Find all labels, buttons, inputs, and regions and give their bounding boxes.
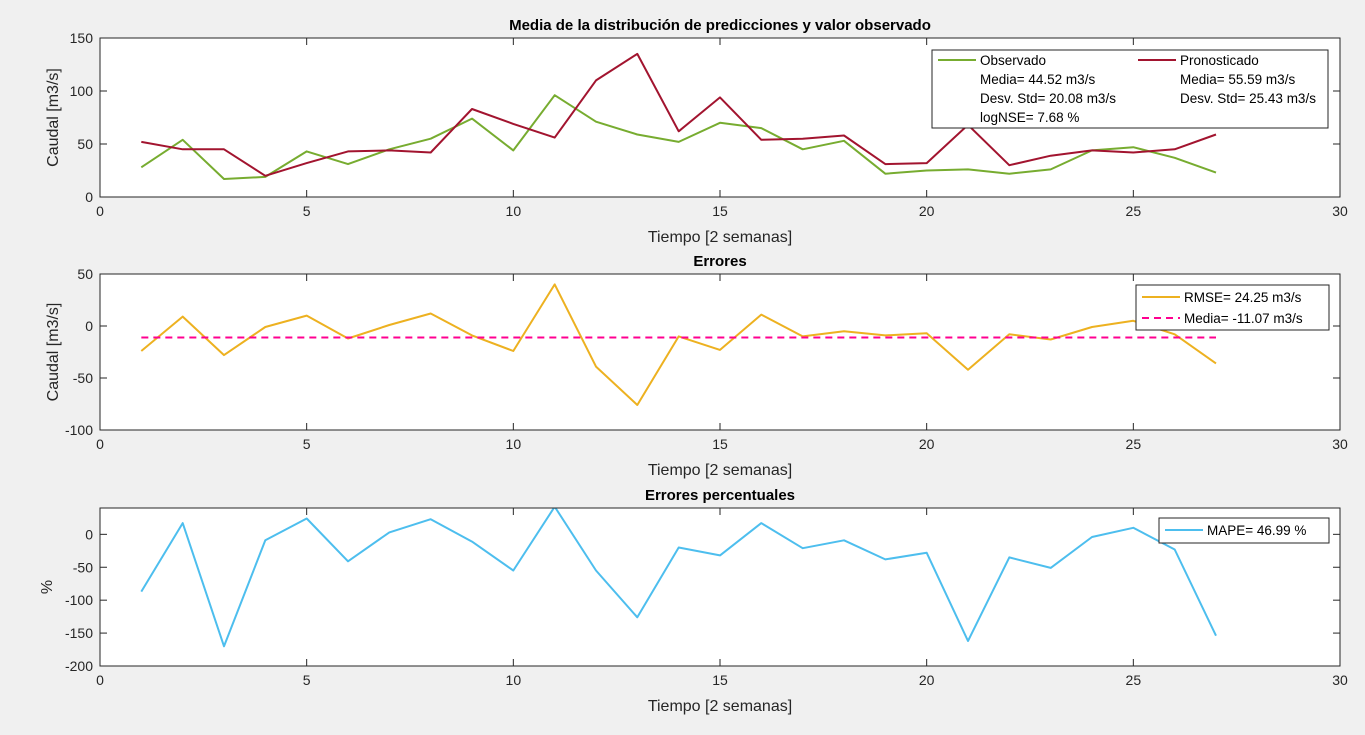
y-axis-label: Caudal [m3/s] [45,68,62,167]
chart-title: Errores [693,253,746,270]
y-tick-label: 0 [85,318,93,334]
legend-stat: Desv. Std= 25.43 m3/s [1180,91,1316,106]
chart-title: Errores percentuales [645,487,795,504]
x-tick-label: 20 [919,436,935,452]
x-tick-label: 10 [506,203,522,219]
y-tick-label: 0 [85,526,93,542]
series-layer [140,283,1217,406]
y-axis-label: % [39,580,56,594]
y-tick-label: -150 [65,625,93,641]
x-tick-label: 5 [303,436,311,452]
series-layer [140,52,1217,180]
x-tick-label: 0 [96,436,104,452]
x-tick-label: 10 [506,672,522,688]
x-tick-label: 25 [1126,203,1142,219]
y-tick-label: -100 [65,592,93,608]
x-axis-label: Tiempo [2 semanas] [648,698,792,715]
x-tick-label: 20 [919,672,935,688]
series-line-1-2 [141,52,1217,177]
x-axis-label: Tiempo [2 semanas] [648,229,792,246]
series-line-1-1 [140,94,1217,180]
x-tick-label: 25 [1126,672,1142,688]
x-tick-label: 20 [919,203,935,219]
y-tick-label: 100 [70,83,94,99]
legend-stat: Media= 55.59 m3/s [1180,72,1295,87]
y-tick-label: -100 [65,422,93,438]
legend-entry: MAPE= 46.99 % [1207,523,1306,538]
x-tick-label: 10 [506,436,522,452]
legend-entry: Media= -11.07 m3/s [1184,311,1303,326]
y-tick-label: -200 [65,658,93,674]
legend: MAPE= 46.99 % [1158,517,1330,544]
legend-box [931,49,1329,129]
x-tick-label: 0 [96,203,104,219]
series-layer [140,508,1217,648]
series-line-3-1 [140,508,1217,648]
legend: Observado Media= 44.52 m3/s Desv. Std= 20.… [931,49,1329,129]
chart-panel-2: 0 5 10 15 20 25 30 -100 -50 0 50 Errores Tiempo [2 s… [45,253,1348,479]
series-line-2-1 [140,283,1217,406]
x-tick-label: 0 [96,672,104,688]
plot-area [100,274,1340,430]
plot-area [100,508,1340,666]
y-tick-label: 0 [85,189,93,205]
chart-title: Media de la distribución de predicciones… [509,17,931,34]
legend-entry: Observado [980,53,1046,68]
legend-stat: logNSE= 7.68 % [980,110,1079,125]
y-tick-label: 50 [77,136,93,152]
chart-panel-3: 0 5 10 15 20 25 30 -200 -150 -100 -50 0 Errores perc… [39,487,1348,715]
y-tick-label: -50 [73,559,93,575]
y-axis-label: Caudal [m3/s] [45,303,62,402]
legend-entry: Pronosticado [1180,53,1259,68]
y-tick-label: 50 [77,266,93,282]
x-tick-label: 25 [1126,436,1142,452]
y-tick-label: -50 [73,370,93,386]
chart-panel-1: 0 5 10 15 20 25 30 0 50 100 150 Media de la distrib… [45,17,1348,246]
y-tick-label: 150 [70,30,94,46]
legend-stat: Desv. Std= 20.08 m3/s [980,91,1116,106]
x-tick-label: 15 [712,672,728,688]
legend-box [1135,284,1330,331]
x-tick-label: 30 [1332,203,1348,219]
legend: RMSE= 24.25 m3/s Media= -11.07 m3/s [1135,284,1330,331]
legend-entry: RMSE= 24.25 m3/s [1184,290,1302,305]
x-tick-label: 5 [303,672,311,688]
x-tick-label: 30 [1332,672,1348,688]
legend-stat: Media= 44.52 m3/s [980,72,1095,87]
x-axis-label: Tiempo [2 semanas] [648,462,792,479]
x-tick-label: 15 [712,203,728,219]
x-tick-label: 30 [1332,436,1348,452]
x-tick-label: 5 [303,203,311,219]
x-tick-label: 15 [712,436,728,452]
